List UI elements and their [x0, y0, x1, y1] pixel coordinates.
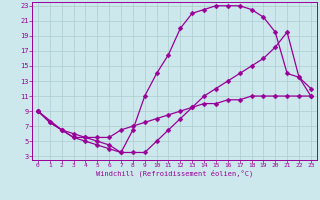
X-axis label: Windchill (Refroidissement éolien,°C): Windchill (Refroidissement éolien,°C)	[96, 170, 253, 177]
